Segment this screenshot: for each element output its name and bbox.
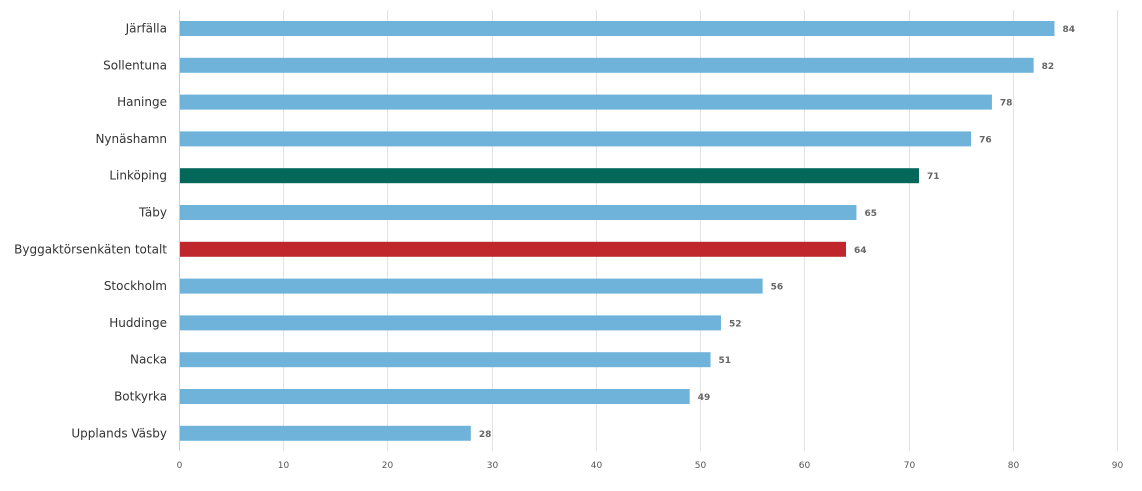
value-label: 51	[719, 356, 732, 366]
value-label: 28	[479, 430, 492, 440]
x-tick-label: 0	[177, 461, 183, 471]
x-tick-label: 60	[799, 461, 811, 471]
bar	[180, 315, 721, 331]
category-label: Nynäshamn	[95, 132, 167, 146]
bar	[180, 21, 1055, 36]
value-label: 49	[698, 393, 711, 403]
bar	[180, 57, 1034, 73]
category-label: Haninge	[117, 95, 167, 109]
category-label: Täby	[138, 206, 167, 220]
category-label: Botkyrka	[114, 390, 167, 404]
x-tick-label: 80	[1008, 461, 1020, 471]
value-label: 71	[927, 172, 940, 182]
value-label: 64	[854, 246, 867, 256]
value-label: 76	[979, 135, 992, 145]
value-label: 84	[1062, 25, 1075, 35]
x-tick-label: 30	[487, 461, 499, 471]
bar	[180, 168, 919, 184]
category-label: Nacka	[130, 353, 167, 367]
value-label: 52	[729, 319, 742, 329]
category-label: Stockholm	[104, 279, 167, 293]
category-label: Järfälla	[125, 22, 167, 36]
bar	[180, 94, 992, 110]
category-label: Upplands Väsby	[71, 426, 167, 440]
bar	[180, 205, 857, 220]
category-labels: Järfälla Sollentuna Haninge Nynäshamn Linköp…	[14, 22, 167, 441]
value-label: 82	[1042, 62, 1055, 72]
bar	[180, 241, 847, 257]
category-label: Byggaktörsenkäten totalt	[14, 242, 167, 256]
bar	[180, 425, 471, 441]
x-axis-tick-labels: 0 10 20 30 40 50 60 70 80 90	[177, 461, 1124, 471]
x-tick-label: 20	[382, 461, 394, 471]
x-tick-label: 40	[591, 461, 603, 471]
category-label: Huddinge	[109, 316, 167, 330]
category-label: Sollentuna	[103, 58, 167, 72]
x-tick-label: 70	[904, 461, 916, 471]
value-labels: 84 82 78 76 71 65 64 56 52 51 49 28	[479, 25, 1075, 440]
bar	[180, 352, 711, 368]
value-label: 78	[1000, 99, 1013, 109]
gridlines	[283, 10, 1118, 451]
value-label: 65	[864, 209, 877, 219]
x-tick-label: 50	[695, 461, 707, 471]
bar	[180, 131, 972, 147]
value-label: 56	[771, 283, 784, 293]
category-label: Linköping	[109, 169, 167, 183]
bar	[180, 278, 763, 294]
x-tick-label: 10	[278, 461, 290, 471]
bar	[180, 389, 690, 404]
x-tick-label: 90	[1112, 461, 1124, 471]
bars	[180, 21, 1055, 441]
